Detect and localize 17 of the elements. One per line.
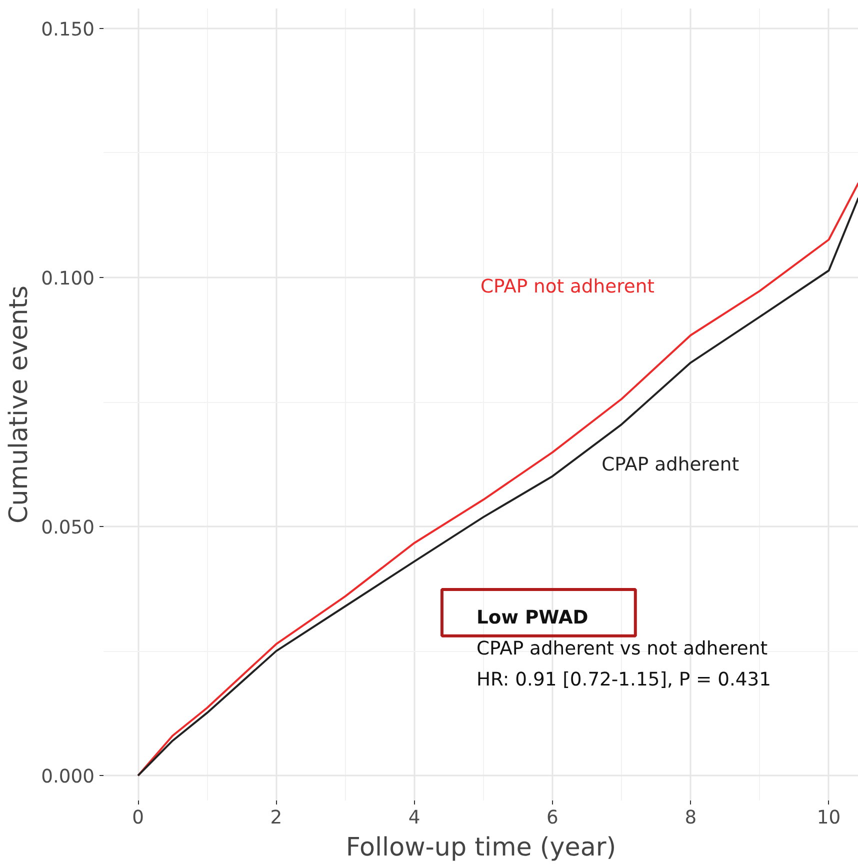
y-tick-label: 0.000 xyxy=(41,766,95,788)
y-tick-label: 0.050 xyxy=(41,518,95,539)
text: CPAP not adherent xyxy=(480,276,654,298)
series-label: CPAP adherent xyxy=(602,454,740,476)
x-tick-label: 2 xyxy=(270,808,282,828)
y-axis-title: Cumulative events xyxy=(3,286,34,524)
x-tick-label: 0 xyxy=(132,808,144,828)
y-tick-label: 0.100 xyxy=(41,268,95,290)
x-tick-label: 10 xyxy=(816,808,841,828)
x-tick-label: 4 xyxy=(408,808,420,828)
annotation: HR: 0.91 [0.72-1.15], P = 0.431 xyxy=(476,670,771,691)
y-tick-label: 0.150 xyxy=(41,19,95,40)
x-tick-label: 8 xyxy=(684,808,697,828)
annotation: Low PWAD xyxy=(476,608,588,629)
annotation: CPAP adherent vs not adherent xyxy=(476,638,768,660)
x-axis-title: Follow-up time (year) xyxy=(346,832,616,862)
x-tick-label: 6 xyxy=(546,808,558,828)
